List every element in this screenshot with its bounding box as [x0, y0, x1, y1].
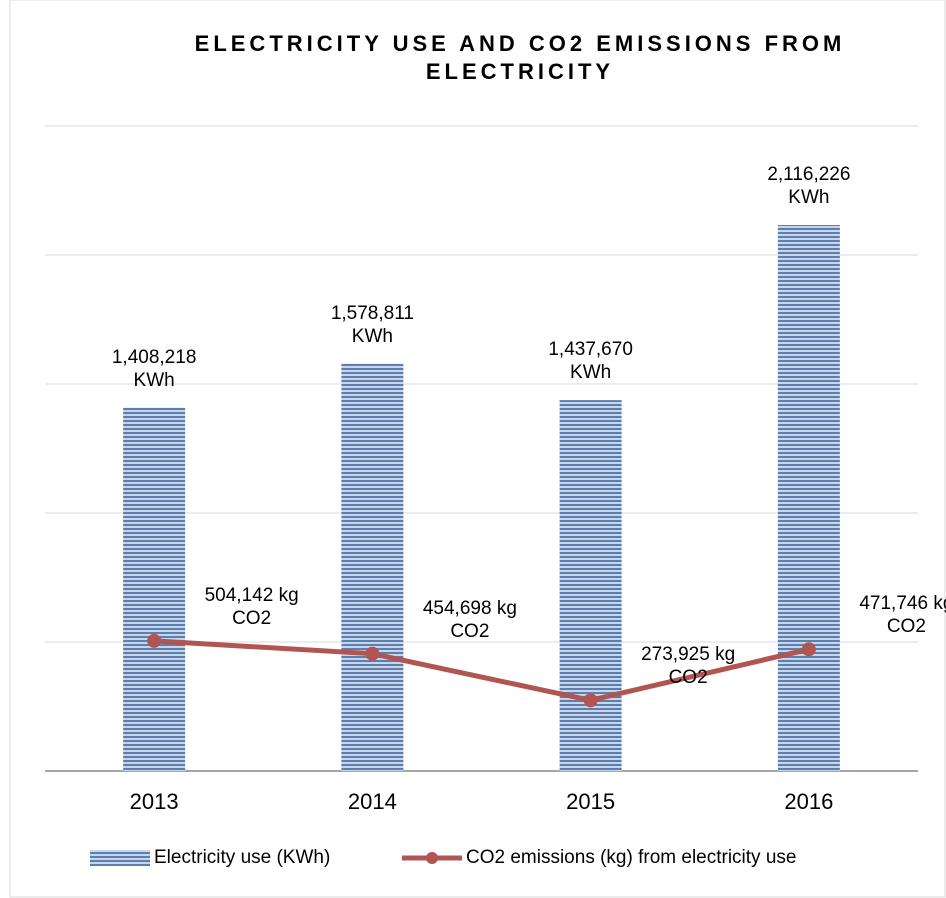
bar	[123, 407, 186, 771]
chart-border	[9, 0, 946, 898]
bar-value-label: 2,116,226 KWh	[767, 164, 851, 208]
x-tick-label: 2014	[348, 789, 397, 814]
legend-swatch	[90, 850, 150, 866]
x-tick-label: 2013	[130, 789, 179, 814]
chart-title: ELECTRICITY USE AND CO2 EMISSIONS FROM E…	[194, 31, 846, 84]
line-marker	[147, 633, 162, 648]
x-tick-label: 2016	[784, 789, 833, 814]
bar-value-label: 1,408,218 KWh	[111, 346, 197, 391]
line-value-label: 454,698 kg CO2	[422, 597, 517, 642]
line-value-label: 273,925 kg CO2	[641, 644, 736, 689]
bar-value-label: 1,578,811 KWh	[330, 302, 414, 347]
line-value-label: 471,746 kg CO2	[859, 593, 946, 638]
legend-label: Electricity use (KWh)	[154, 847, 330, 868]
line-value-label: 504,142 kg CO2	[204, 584, 299, 629]
line-marker	[583, 693, 598, 708]
line	[153, 638, 810, 703]
legend-swatch	[426, 852, 438, 864]
bar	[559, 400, 622, 771]
bar	[341, 363, 404, 771]
x-tick-label: 2015	[566, 789, 615, 814]
line-marker	[801, 642, 816, 657]
bar	[777, 225, 840, 772]
legend-label: CO2 emissions (kg) from electricity use	[466, 847, 796, 868]
line-marker	[365, 646, 380, 661]
bar-value-label: 1,437,670 KWh	[548, 339, 633, 384]
